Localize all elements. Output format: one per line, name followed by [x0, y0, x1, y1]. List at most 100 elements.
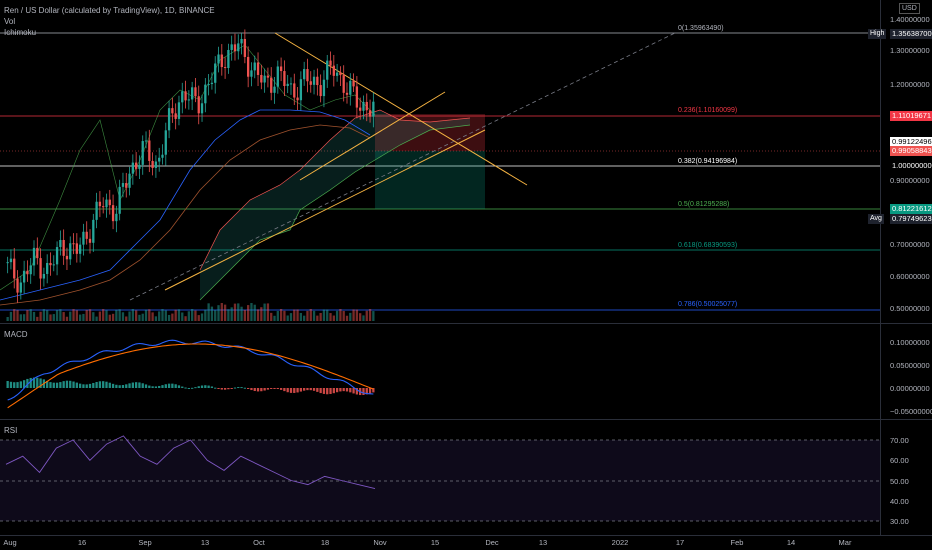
volume-bar	[22, 314, 26, 321]
macd-hist-bar	[256, 388, 260, 392]
fib-0786-label: 0.786(0.50025077)	[678, 301, 738, 308]
candlestick-series[interactable]	[6, 29, 375, 303]
candle-body	[16, 278, 19, 293]
volume-bar	[95, 316, 98, 321]
high-label: High	[868, 29, 887, 39]
volume-bar	[85, 309, 88, 321]
ascending-trendline[interactable]	[164, 129, 486, 291]
candle-body	[59, 239, 62, 248]
macd-hist-bar	[161, 385, 164, 388]
macd-hist-bar	[65, 380, 69, 388]
candle-body	[345, 92, 349, 95]
macd-hist-bar	[286, 388, 289, 393]
volume-bar	[329, 313, 332, 321]
projection-line[interactable]	[129, 32, 676, 301]
volume-bar	[46, 310, 49, 321]
candle-body	[9, 258, 13, 263]
volume-bar	[270, 312, 273, 321]
candle-body	[339, 72, 342, 76]
time-tick: 16	[77, 538, 87, 547]
volume-bar	[303, 315, 306, 321]
volume-bar	[365, 310, 368, 321]
macd-hist-bar	[98, 381, 102, 388]
macd-hist-bar	[52, 382, 55, 388]
macd-hist-bar	[365, 388, 368, 395]
chart-canvas[interactable]	[0, 0, 880, 535]
volume-bar	[207, 303, 210, 321]
volume-bar	[273, 315, 276, 321]
stop-zone[interactable]	[375, 114, 485, 151]
macd-hist-bar	[233, 387, 237, 389]
volume-bar	[260, 307, 263, 321]
macd-hist-bar	[194, 387, 197, 389]
last-price-badge: 0.99122496	[890, 137, 932, 147]
candle-body	[118, 186, 121, 214]
avg-badge: 0.79749623	[890, 214, 932, 224]
rsi-tick: 60.00	[890, 456, 909, 465]
macd-hist-bar	[293, 388, 296, 393]
macd-hist-bar	[125, 384, 128, 388]
macd-hist-bar	[253, 388, 256, 392]
rsi-legend[interactable]: RSI	[4, 426, 18, 435]
senkou-a-line	[199, 124, 471, 301]
macd-hist-bar	[214, 387, 217, 389]
short-trendline[interactable]	[299, 91, 446, 181]
kijun-line	[0, 124, 371, 306]
time-tick: Feb	[730, 538, 744, 547]
macd-hist-bar	[266, 388, 270, 390]
candle-body	[266, 75, 270, 78]
volume-bar	[368, 309, 372, 321]
candle-body	[98, 201, 102, 207]
volume-bar	[352, 309, 355, 321]
candle-body	[214, 63, 217, 83]
candle-body	[69, 243, 72, 260]
macd-hist-bar	[111, 383, 115, 388]
volume-bar	[59, 309, 62, 321]
volume-bar	[52, 314, 55, 321]
volume-bar	[164, 310, 167, 321]
macd-hist-bar	[151, 386, 154, 388]
candle-body	[88, 238, 92, 243]
target-zone[interactable]	[375, 151, 485, 209]
macd-hist-bar	[335, 388, 339, 393]
time-tick: 15	[430, 538, 440, 547]
candle-body	[105, 199, 108, 208]
volume-bar	[372, 311, 375, 321]
macd-hist-bar	[115, 384, 118, 388]
volume-bar	[42, 309, 46, 321]
candle-body	[207, 84, 210, 86]
macd-hist-bar	[171, 383, 174, 388]
macd-hist-bar	[121, 385, 125, 388]
macd-hist-bar	[279, 388, 283, 390]
volume-bar	[98, 311, 102, 321]
currency-button[interactable]: USD	[899, 3, 920, 14]
time-tick: Sep	[138, 538, 152, 547]
rsi-band	[0, 440, 880, 521]
volume-bar	[322, 309, 326, 321]
time-tick: 2022	[611, 538, 629, 547]
ichimoku-legend[interactable]: Ichimoku	[4, 28, 37, 37]
macd-hist-bar	[339, 388, 342, 392]
macd-legend[interactable]: MACD	[4, 330, 28, 339]
macd-hist-bar	[217, 388, 220, 389]
volume-bar	[72, 309, 75, 321]
candle-body	[326, 60, 329, 80]
volume-bar	[253, 304, 256, 321]
candle-body	[253, 62, 256, 71]
descending-trendline[interactable]	[274, 32, 528, 186]
macd-tick: 0.00000000	[890, 384, 930, 393]
fib-0-label: 0(1.35963490)	[678, 25, 724, 32]
macd-signal-line	[7, 343, 374, 409]
candle-body	[217, 54, 220, 64]
price-tick: 0.60000000	[890, 272, 930, 281]
rsi-pane-separator[interactable]	[0, 419, 932, 420]
candle-body	[154, 161, 158, 168]
macd-pane-separator[interactable]	[0, 323, 932, 324]
macd-hist-bar	[319, 388, 322, 394]
macd-histogram	[6, 377, 375, 396]
time-tick: Nov	[373, 538, 387, 547]
time-axis-separator	[0, 535, 932, 536]
candle-body	[13, 258, 16, 279]
volume-legend[interactable]: Vol	[4, 17, 16, 26]
